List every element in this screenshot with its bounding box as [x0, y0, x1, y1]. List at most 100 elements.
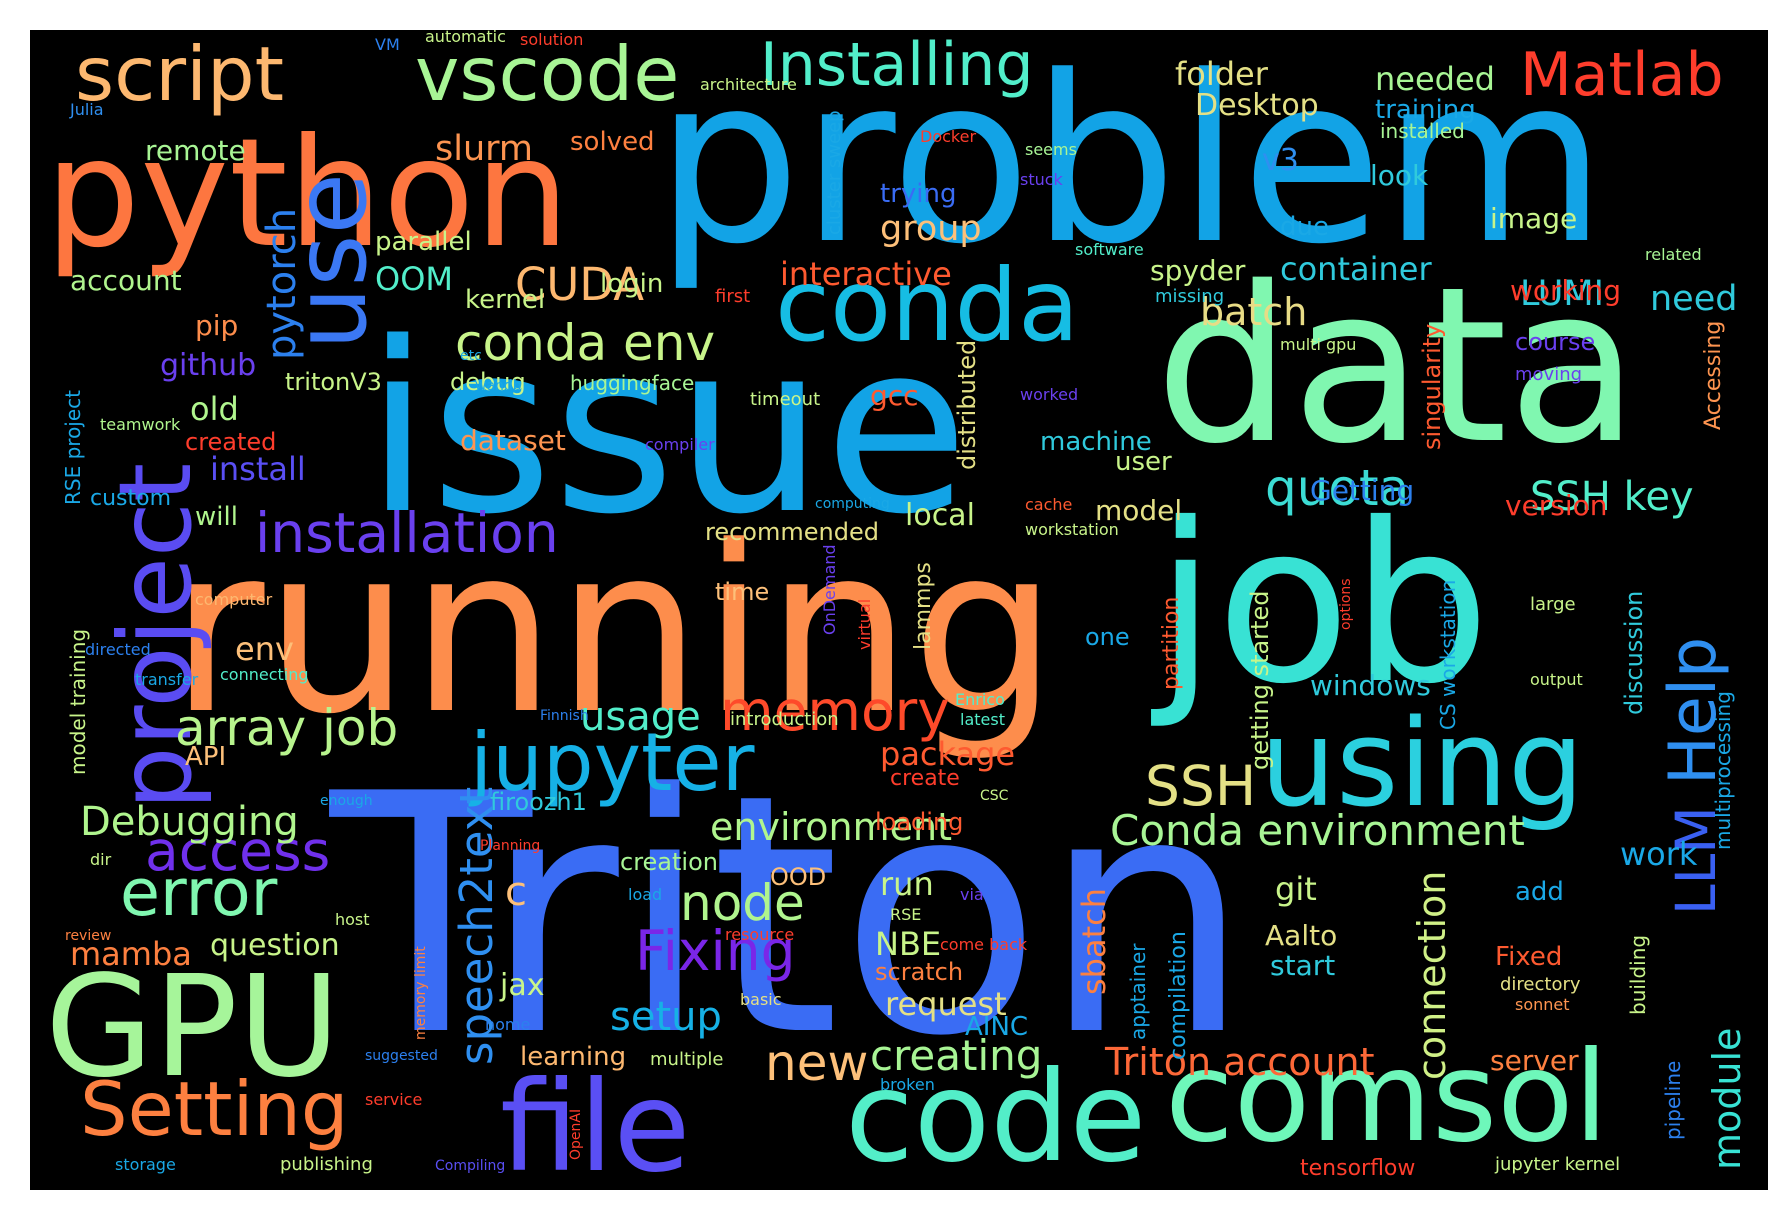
word-storage: storage	[115, 1155, 176, 1174]
word-run: run	[880, 865, 934, 903]
word-automatic: automatic	[425, 30, 506, 46]
word-new: new	[765, 1034, 868, 1092]
word-file: file	[500, 1055, 690, 1190]
word-error: error	[120, 856, 278, 931]
word-ssh-key: SSH key	[1530, 474, 1694, 520]
word-add: add	[1515, 877, 1564, 907]
word-memory-limit: memory limit	[413, 946, 429, 1040]
word-compilation: compilation	[1166, 931, 1191, 1060]
word-installed: installed	[1380, 119, 1465, 143]
word-model: model	[1095, 494, 1182, 527]
word-spyder: spyder	[1150, 254, 1246, 287]
word-teamwork: teamwork	[100, 415, 181, 434]
word-work: work	[1620, 835, 1698, 873]
word-setup: setup	[610, 994, 722, 1040]
word-missing: missing	[1155, 286, 1224, 307]
word-memory: memory	[720, 679, 950, 743]
word-oom: OOM	[375, 260, 453, 298]
word-script: script	[75, 30, 284, 118]
word-old: old	[190, 390, 239, 428]
word-multiprocessing: multiprocessing	[1711, 691, 1735, 850]
word-environment: environment	[710, 805, 952, 849]
word-api: API	[185, 742, 226, 772]
word-use: use	[272, 173, 389, 350]
word-question: question	[210, 928, 340, 963]
word-c: c	[505, 869, 527, 915]
word-creating: creating	[870, 1031, 1042, 1080]
word-julia: Julia	[69, 100, 104, 119]
word-apptainer: apptainer	[1126, 943, 1150, 1040]
word-csc: CSC	[980, 788, 1009, 804]
word-version: version	[1505, 489, 1608, 522]
word-first: first	[715, 286, 750, 307]
word-request: request	[885, 985, 1007, 1023]
word-need: need	[1650, 279, 1737, 319]
word-fixing: Fixing	[635, 919, 796, 983]
word-vscode: vscode	[415, 30, 679, 118]
word-matlab: Matlab	[1520, 40, 1724, 110]
word-directed: directed	[85, 640, 151, 659]
word-large: large	[1530, 594, 1576, 615]
word-quota: quota	[1265, 459, 1409, 517]
word-jupyter-kernel: jupyter kernel	[1494, 1154, 1620, 1175]
word-learning: learning	[520, 1042, 626, 1072]
word-service: service	[365, 1090, 422, 1109]
word-group: group	[880, 209, 982, 249]
word-tritonv3: tritonV3	[285, 368, 382, 396]
word-enough: enough	[320, 793, 373, 809]
word-jupyter: jupyter	[468, 716, 755, 809]
word-computer: computer	[195, 590, 273, 609]
word-array-job: array job	[175, 699, 398, 757]
word-vm: VM	[375, 35, 400, 54]
word-sbatch: sbatch	[1075, 888, 1113, 995]
word-enrico: Enrico	[955, 690, 1005, 709]
word-container: container	[1280, 250, 1432, 288]
word-conda: conda	[775, 247, 1079, 364]
word-course: course	[1515, 328, 1595, 356]
word-cloud-background	[30, 30, 1768, 1190]
word-ood: OOD	[770, 863, 826, 891]
word-pytorch: pytorch	[259, 208, 305, 360]
word-cuda: CUDA	[515, 258, 644, 311]
word-compiler: compiler	[645, 435, 715, 454]
word-transfer: transfer	[135, 670, 199, 689]
word-kernel: kernel	[465, 285, 545, 315]
word-create: create	[890, 766, 960, 791]
word-working: working	[1510, 274, 1621, 307]
word-machine: machine	[1040, 427, 1152, 457]
word-building: building	[1626, 935, 1650, 1015]
word-options: options	[1338, 578, 1354, 630]
word-scratch: scratch	[875, 958, 963, 986]
word-windows: windows	[1310, 669, 1431, 702]
word-seems: seems	[1025, 140, 1077, 159]
word-v3: v3	[1262, 143, 1299, 178]
word-output: output	[1530, 670, 1583, 689]
word-python: python	[45, 107, 570, 281]
word-latest: latest	[960, 710, 1005, 729]
word-access: access	[145, 819, 330, 883]
word-training: training	[1375, 95, 1476, 125]
word-slurm: slurm	[435, 129, 533, 169]
word-desktop: Desktop	[1195, 88, 1319, 123]
word-openai: OpenAI	[568, 1109, 584, 1160]
word-suggested: suggested	[365, 1048, 438, 1064]
word-install: install	[210, 450, 306, 488]
word-singularity: singularity	[1418, 324, 1446, 450]
word-pip: pip	[195, 309, 238, 342]
word-installing: Installing	[760, 30, 1033, 100]
word-comsol: comsol	[1165, 1025, 1608, 1170]
word-architecture: architecture	[700, 75, 797, 94]
word-connection: connection	[1410, 871, 1454, 1080]
word-triton-account: Triton account	[1104, 1040, 1375, 1084]
word-distributed: distributed	[953, 340, 981, 470]
word-installation: installation	[255, 501, 559, 565]
word-conda-env: conda env	[455, 314, 715, 372]
word-gpu: GPU	[45, 946, 340, 1109]
word-debugging: Debugging	[80, 799, 299, 845]
word-look: look	[1370, 159, 1429, 192]
word-worked: worked	[1020, 385, 1078, 404]
word-created: created	[185, 428, 276, 456]
word-user: user	[1115, 447, 1172, 477]
word-connecting: connecting	[220, 665, 309, 684]
